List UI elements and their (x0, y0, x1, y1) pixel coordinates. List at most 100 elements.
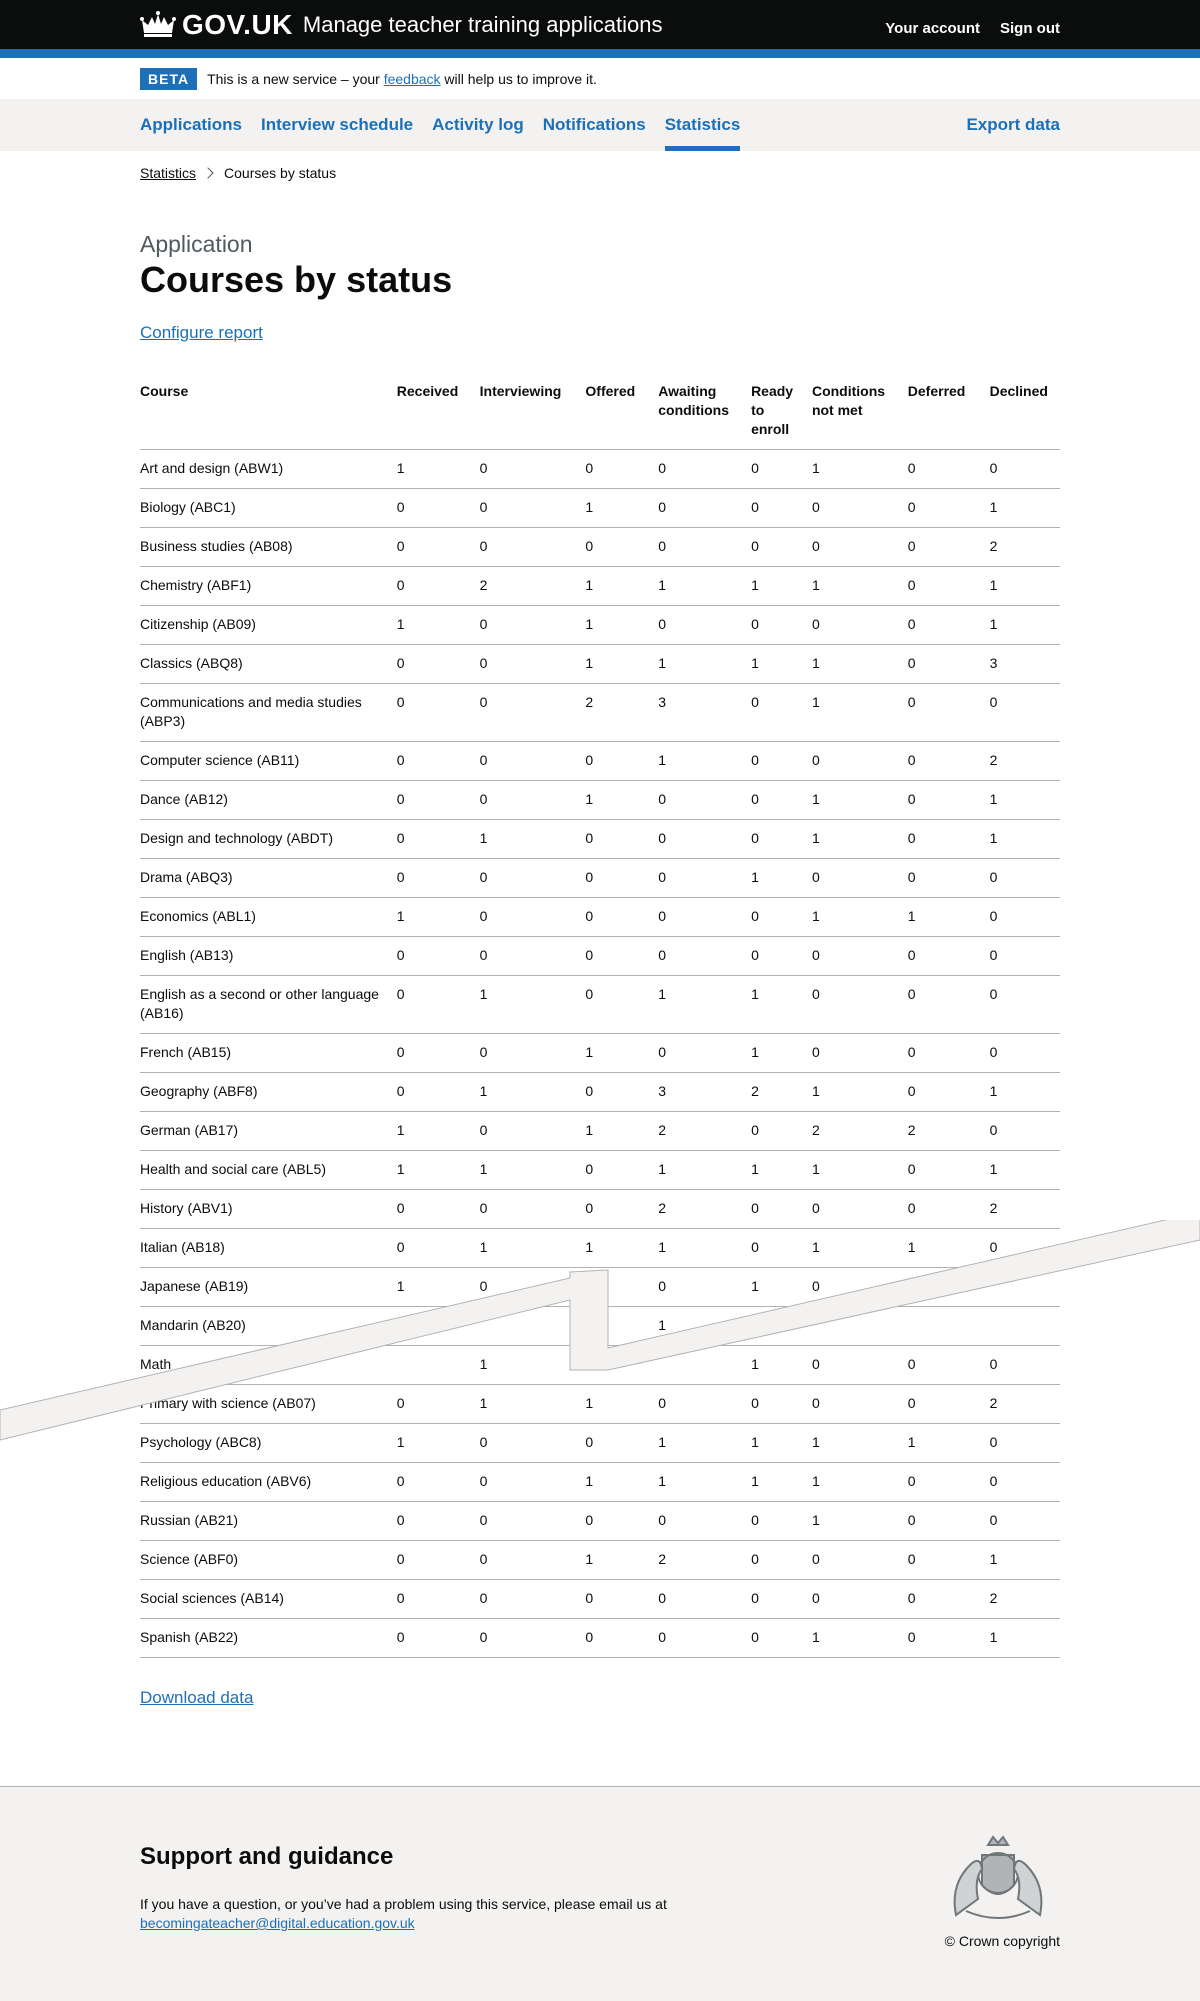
table-row: Religious education (ABV6) 0 0 1 1 1 1 0 0 (140, 1462, 1060, 1503)
breadcrumb-current: Courses by status (224, 165, 337, 181)
table-row: Business studies (AB08) 0 0 0 0 0 0 0 2 (140, 527, 1060, 568)
count-cell: 1 (751, 1150, 812, 1191)
count-cell: 1 (396, 605, 480, 646)
sign-out-link[interactable]: Sign out (1000, 20, 1060, 37)
service-name-link[interactable]: Manage teacher training applications (302, 11, 663, 37)
count-cell: 0 (479, 1618, 586, 1659)
count-cell (585, 1345, 659, 1386)
course-name-cell: Design and technology (ABDT) (140, 819, 397, 860)
course-name-cell: Art and design (ABW1) (140, 449, 397, 490)
course-name-cell: Classics (ABQ8) (140, 644, 397, 685)
count-cell: 1 (396, 449, 480, 490)
count-cell: 0 (989, 936, 1060, 977)
course-name-cell: Geography (ABF8) (140, 1072, 397, 1113)
table-row: History (ABV1) 0 0 0 2 0 0 0 2 (140, 1189, 1060, 1230)
count-cell: 0 (751, 1384, 812, 1425)
nav-applications[interactable]: Applications (140, 115, 243, 134)
count-cell: 0 (479, 683, 586, 743)
table-row: Social sciences (AB14) 0 0 0 0 0 0 0 2 (140, 1579, 1060, 1620)
count-cell: 0 (751, 819, 812, 860)
count-cell: 2 (585, 683, 659, 743)
count-cell: 0 (585, 975, 659, 1035)
course-name-cell: Health and social care (ABL5) (140, 1150, 397, 1191)
count-cell: 1 (396, 1423, 480, 1464)
table-row: Citizenship (AB09) 1 0 1 0 0 0 0 1 (140, 605, 1060, 646)
footer-help-text: If you have a question, or you’ve had a … (140, 1896, 667, 1912)
count-cell: 0 (658, 1501, 752, 1542)
export-data-link[interactable]: Export data (966, 115, 1060, 134)
table-body: Art and design (ABW1) 1 0 0 0 0 1 0 0 Biology (AB… (140, 449, 1060, 1659)
count-cell: 0 (751, 1618, 812, 1659)
count-cell: 2 (989, 1579, 1060, 1620)
count-cell: 0 (811, 527, 908, 568)
column-header: Received (396, 376, 480, 451)
breadcrumb-statistics-link[interactable]: Statistics (140, 165, 197, 181)
table-row: Russian (AB21) 0 0 0 0 0 1 0 0 (140, 1501, 1060, 1542)
support-email-link[interactable]: becomingateacher@digital.education.gov.u… (140, 1915, 415, 1931)
count-cell: 0 (479, 1501, 586, 1542)
count-cell: 0 (751, 449, 812, 490)
count-cell: 3 (658, 683, 752, 743)
count-cell: 1 (585, 1033, 659, 1074)
count-cell (396, 1345, 480, 1386)
count-cell: 1 (811, 819, 908, 860)
count-cell: 0 (907, 1072, 990, 1113)
course-name-cell: Japanese (AB19) (140, 1267, 397, 1308)
count-cell: 0 (396, 683, 480, 743)
column-header: Interviewing (479, 376, 586, 451)
count-cell: 0 (396, 1540, 480, 1581)
count-cell: 0 (811, 1189, 908, 1230)
course-name-cell: French (AB15) (140, 1033, 397, 1074)
count-cell: 1 (479, 975, 586, 1035)
royal-coat-of-arms-icon (953, 1835, 1043, 1919)
count-cell: 0 (585, 527, 659, 568)
govuk-logo-link[interactable]: GOV.UK (140, 9, 293, 41)
beta-tag: BETA (140, 67, 198, 90)
count-cell: 0 (907, 488, 990, 529)
count-cell: 0 (396, 858, 480, 899)
count-cell: 0 (751, 1189, 812, 1230)
course-name-cell: History (ABV1) (140, 1189, 397, 1230)
count-cell: 0 (751, 488, 812, 529)
count-cell: 1 (396, 897, 480, 938)
table-row: German (AB17) 1 0 1 2 0 2 2 0 (140, 1111, 1060, 1152)
column-header: Awaiting conditions (658, 376, 752, 451)
download-data-link[interactable]: Download data (140, 1688, 254, 1708)
count-cell: 0 (658, 936, 752, 977)
column-header: Deferred (907, 376, 990, 451)
count-cell: 1 (751, 858, 812, 899)
count-cell: 0 (479, 897, 586, 938)
count-cell: 2 (658, 1111, 752, 1152)
count-cell: 0 (989, 683, 1060, 743)
count-cell: 0 (907, 1384, 990, 1425)
nav-activity-log[interactable]: Activity log (432, 115, 524, 134)
breadcrumb: Statistics Courses by status (140, 165, 1060, 181)
configure-report-link[interactable]: Configure report (140, 323, 263, 343)
feedback-link[interactable]: feedback (383, 70, 441, 87)
course-name-cell: Business studies (AB08) (140, 527, 397, 568)
count-cell: 0 (907, 449, 990, 490)
course-name-cell: German (AB17) (140, 1111, 397, 1152)
count-cell: 0 (811, 1579, 908, 1620)
count-cell: 0 (751, 897, 812, 938)
nav-notifications[interactable]: Notifications (542, 115, 646, 134)
course-name-cell: Russian (AB21) (140, 1501, 397, 1542)
course-name-cell: Psychology (ABC8) (140, 1423, 397, 1464)
nav-interview-schedule[interactable]: Interview schedule (261, 115, 414, 134)
count-cell: 0 (907, 1345, 990, 1386)
count-cell: 0 (585, 449, 659, 490)
table-row: Communications and media studies (ABP3) 0… (140, 683, 1060, 743)
count-cell: 0 (989, 449, 1060, 490)
phase-banner: BETA This is a new service – your feedba… (140, 58, 1060, 99)
count-cell: 0 (585, 858, 659, 899)
count-cell: 1 (907, 897, 990, 938)
count-cell: 1 (479, 1150, 586, 1191)
count-cell: 0 (811, 1267, 908, 1308)
count-cell: 1 (479, 819, 586, 860)
your-account-link[interactable]: Your account (885, 20, 980, 37)
count-cell: 0 (751, 605, 812, 646)
column-header: Offered (585, 376, 659, 451)
footer-text: If you have a question, or you’ve had a … (140, 1895, 740, 1933)
nav-statistics[interactable]: Statistics (664, 99, 741, 151)
count-cell: 1 (907, 1228, 990, 1269)
